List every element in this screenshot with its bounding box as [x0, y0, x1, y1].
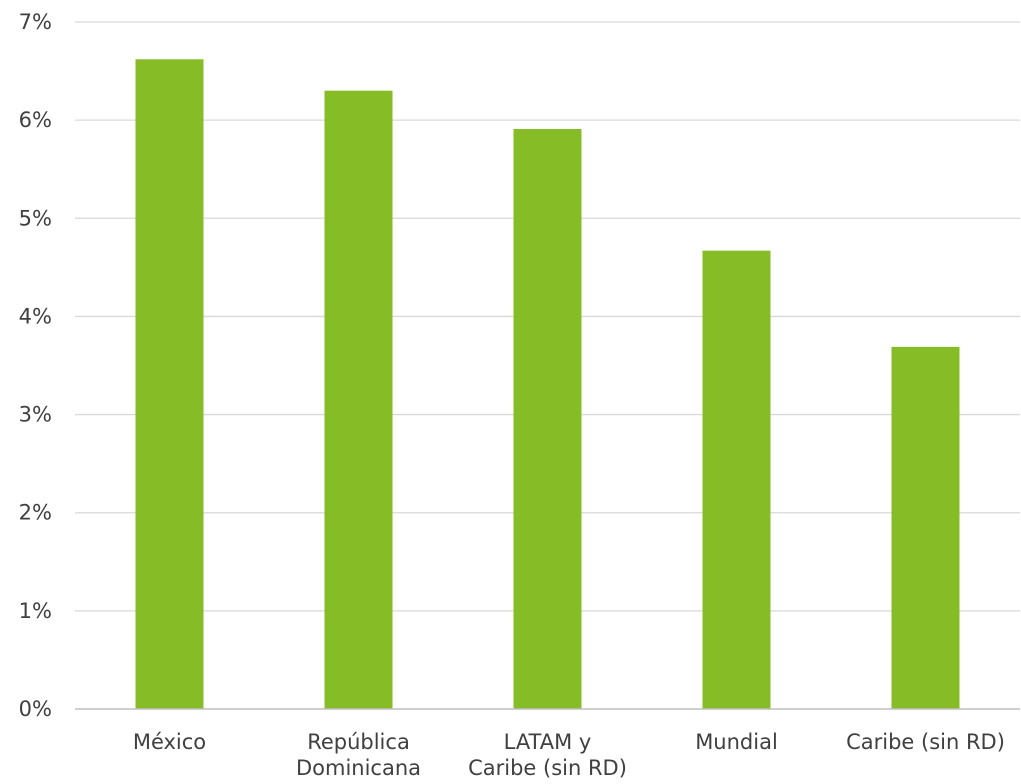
y-tick-label: 5% [19, 206, 52, 230]
x-tick-label-line: Dominicana [296, 756, 421, 780]
bar [324, 90, 393, 709]
x-tick-label-line: LATAM y [504, 730, 592, 754]
x-tick-label-line: Mundial [695, 730, 778, 754]
x-tick-label: Mundial [695, 730, 778, 754]
y-tick-labels: 0% 1% 2% 3% 4% 5% 6% 7% [19, 10, 52, 721]
x-tick-label: República Dominicana [296, 730, 421, 780]
x-tick-label-line: Caribe (sin RD) [846, 730, 1005, 754]
x-tick-label: Caribe (sin RD) [846, 730, 1005, 754]
y-tick-label: 0% [19, 697, 52, 721]
bars [135, 59, 960, 709]
y-tick-label: 3% [19, 403, 52, 427]
y-tick-label: 1% [19, 599, 52, 623]
x-tick-label: LATAM y Caribe (sin RD) [468, 730, 627, 780]
bar [135, 59, 204, 709]
y-tick-label: 7% [19, 10, 52, 34]
x-tick-label-line: México [133, 730, 206, 754]
y-tick-label: 4% [19, 304, 52, 328]
y-tick-label: 2% [19, 501, 52, 525]
y-tick-label: 6% [19, 108, 52, 132]
x-tick-label-line: República [307, 730, 410, 754]
x-tick-label: México [133, 730, 206, 754]
bar [513, 128, 582, 709]
bar [891, 346, 960, 709]
bar [702, 250, 771, 709]
x-tick-label-line: Caribe (sin RD) [468, 756, 627, 780]
